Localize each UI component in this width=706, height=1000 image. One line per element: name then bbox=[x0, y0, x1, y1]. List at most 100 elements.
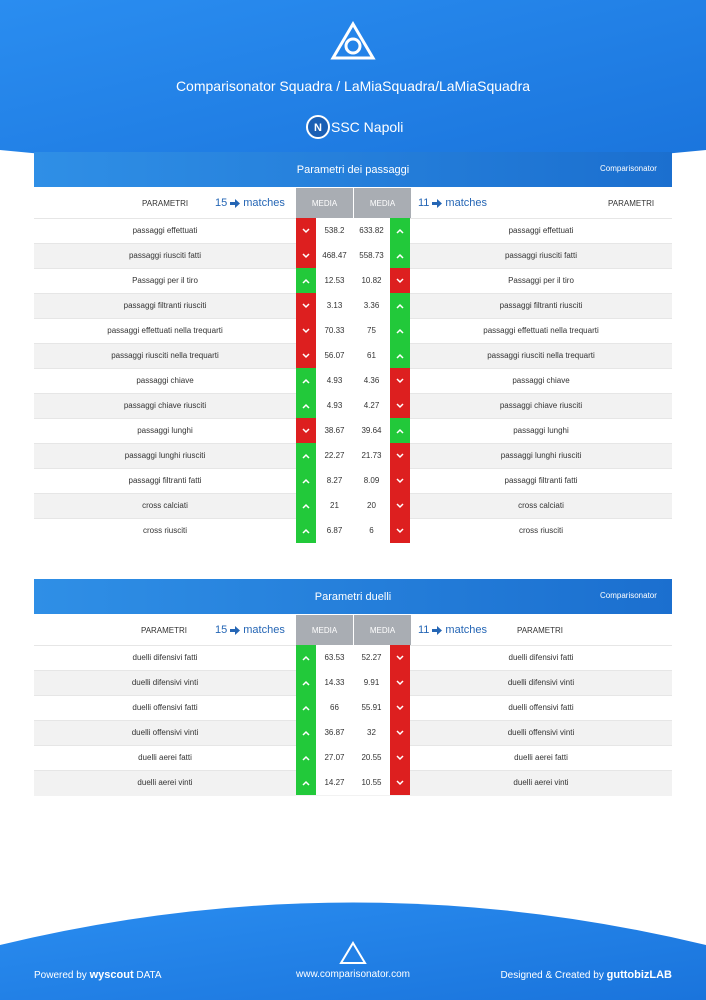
arrow-down bbox=[296, 243, 316, 268]
page-title: Comparisonator Squadra / LaMiaSquadra/La… bbox=[175, 78, 531, 94]
arrow-down bbox=[390, 493, 410, 518]
param: passaggi filtranti riusciti bbox=[123, 301, 207, 310]
param: passaggi filtranti riusciti bbox=[499, 301, 583, 310]
value-cell bbox=[316, 493, 390, 518]
param: passaggi lunghi bbox=[137, 426, 193, 435]
chevron bbox=[396, 377, 404, 383]
value-cell bbox=[316, 720, 390, 745]
arrow-down bbox=[390, 368, 410, 393]
right-value: 21.73 bbox=[361, 451, 382, 460]
right-value: 633.82 bbox=[359, 226, 384, 235]
param: duelli offensivi fatti bbox=[132, 703, 198, 712]
arrow-down bbox=[390, 745, 410, 770]
arrow-down bbox=[390, 720, 410, 745]
matches: 11 matches bbox=[418, 188, 487, 218]
matches: 15 matches bbox=[215, 615, 285, 645]
value-cell bbox=[316, 443, 390, 468]
chevron bbox=[302, 730, 310, 736]
arrow-icon bbox=[432, 625, 443, 635]
arrow-icon bbox=[230, 198, 241, 208]
chevron bbox=[396, 452, 404, 458]
matches: 11 matches bbox=[418, 615, 487, 645]
arrow-down bbox=[390, 695, 410, 720]
param: duelli difensivi fatti bbox=[508, 653, 574, 662]
right-value: 6 bbox=[369, 526, 374, 535]
param: passaggi riusciti fatti bbox=[504, 251, 578, 260]
param: duelli offensivi vinti bbox=[507, 728, 575, 737]
matches-label: matches bbox=[445, 624, 487, 636]
arrow-up bbox=[390, 243, 410, 268]
left-value: 4.93 bbox=[326, 401, 343, 410]
arrow-up bbox=[296, 518, 316, 543]
left-value: 21 bbox=[330, 501, 339, 510]
arrow-up bbox=[296, 670, 316, 695]
right-value: 55.91 bbox=[361, 703, 382, 712]
matches-count: 11 bbox=[418, 197, 430, 209]
param-header: PARAMETRI bbox=[142, 198, 189, 208]
value-cell bbox=[316, 393, 390, 418]
value-cell bbox=[316, 218, 390, 243]
arrow-down bbox=[390, 670, 410, 695]
right-value: 558.73 bbox=[359, 251, 384, 260]
arrow-up bbox=[390, 343, 410, 368]
chevron bbox=[396, 704, 404, 710]
lab: guttobizLAB bbox=[606, 969, 672, 981]
value-cell bbox=[316, 670, 390, 695]
media-header: MEDIA bbox=[353, 615, 411, 645]
arrow-up bbox=[296, 268, 316, 293]
param: passaggi filtranti fatti bbox=[504, 476, 578, 485]
chevron bbox=[302, 528, 310, 534]
chevron bbox=[396, 654, 404, 660]
designed-by: Designed & Created by guttobizLAB bbox=[500, 969, 672, 981]
chevron bbox=[302, 655, 310, 661]
right-value: 8.09 bbox=[363, 476, 380, 485]
param: passaggi filtranti fatti bbox=[128, 476, 202, 485]
param: Passaggi per il tiro bbox=[508, 276, 574, 285]
left-value: 4.93 bbox=[326, 376, 343, 385]
chevron bbox=[302, 227, 310, 233]
param: cross riusciti bbox=[518, 526, 563, 535]
right-value: 32 bbox=[367, 728, 376, 737]
value-cell bbox=[316, 368, 390, 393]
chevron bbox=[396, 303, 404, 309]
chevron bbox=[396, 353, 404, 359]
chevron bbox=[396, 729, 404, 735]
value-cell bbox=[316, 695, 390, 720]
left-value: 8.27 bbox=[326, 476, 343, 485]
arrow-down bbox=[296, 343, 316, 368]
chevron bbox=[302, 278, 310, 284]
team-name: SSC Napoli bbox=[331, 119, 404, 135]
value-cell bbox=[316, 468, 390, 493]
arrow-up bbox=[296, 393, 316, 418]
right-value: 4.27 bbox=[363, 401, 380, 410]
matches-label: matches bbox=[445, 197, 487, 209]
left-value: 3.13 bbox=[326, 301, 343, 310]
param: passaggi effettuati nella trequarti bbox=[483, 326, 599, 335]
brand: Comparisonator bbox=[600, 591, 657, 600]
wyscout: wyscout bbox=[89, 969, 134, 981]
right-value: 20.55 bbox=[361, 753, 382, 762]
arrow-up bbox=[296, 695, 316, 720]
param: passaggi effettuati bbox=[508, 226, 574, 235]
chevron bbox=[302, 478, 310, 484]
chevron bbox=[396, 502, 404, 508]
matches-count: 15 bbox=[215, 624, 228, 636]
value-cell bbox=[316, 343, 390, 368]
arrow-up bbox=[296, 770, 316, 795]
arrow-up bbox=[390, 318, 410, 343]
value-cell bbox=[316, 243, 390, 268]
matches-label: matches bbox=[243, 197, 285, 209]
left-value: 27.07 bbox=[324, 753, 345, 762]
left-value: 14.33 bbox=[324, 678, 345, 687]
arrow-down bbox=[390, 443, 410, 468]
chevron bbox=[302, 403, 310, 409]
chevron bbox=[302, 780, 310, 786]
param: passaggi riusciti fatti bbox=[128, 251, 202, 260]
left-value: 66 bbox=[330, 703, 339, 712]
right-value: 10.55 bbox=[361, 778, 382, 787]
chevron bbox=[396, 428, 404, 434]
param: passaggi chiave bbox=[136, 376, 194, 385]
arrow-down bbox=[390, 770, 410, 795]
param: cross riusciti bbox=[142, 526, 187, 535]
